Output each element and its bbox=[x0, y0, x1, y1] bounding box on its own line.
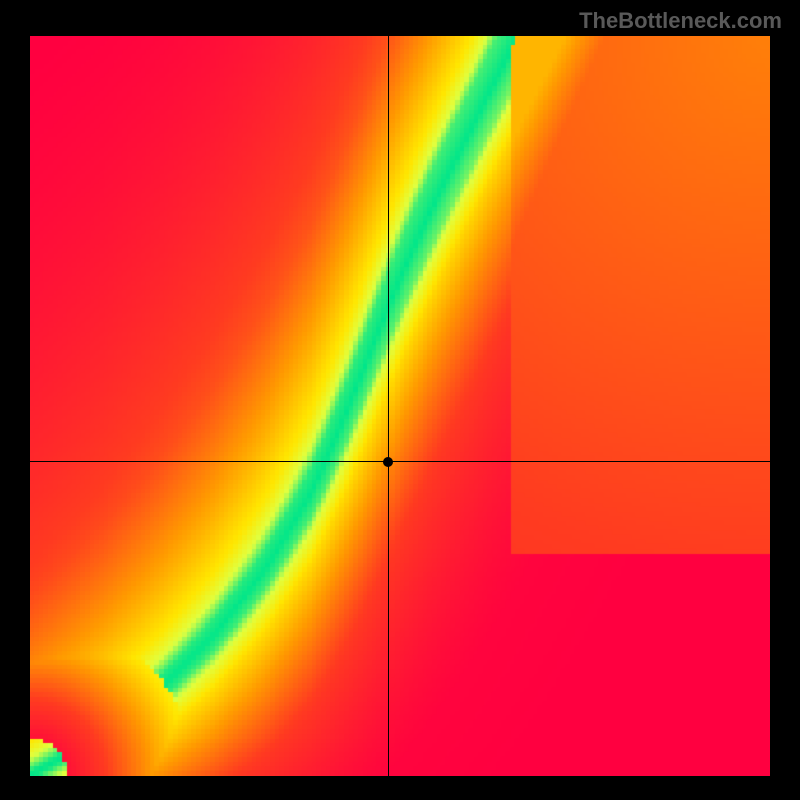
crosshair-horizontal bbox=[30, 461, 770, 462]
watermark-text: TheBottleneck.com bbox=[579, 8, 782, 34]
chart-container: TheBottleneck.com bbox=[0, 0, 800, 800]
crosshair-vertical bbox=[388, 36, 389, 776]
heatmap-canvas bbox=[30, 36, 770, 776]
plot-area bbox=[30, 36, 770, 776]
crosshair-dot bbox=[383, 457, 393, 467]
